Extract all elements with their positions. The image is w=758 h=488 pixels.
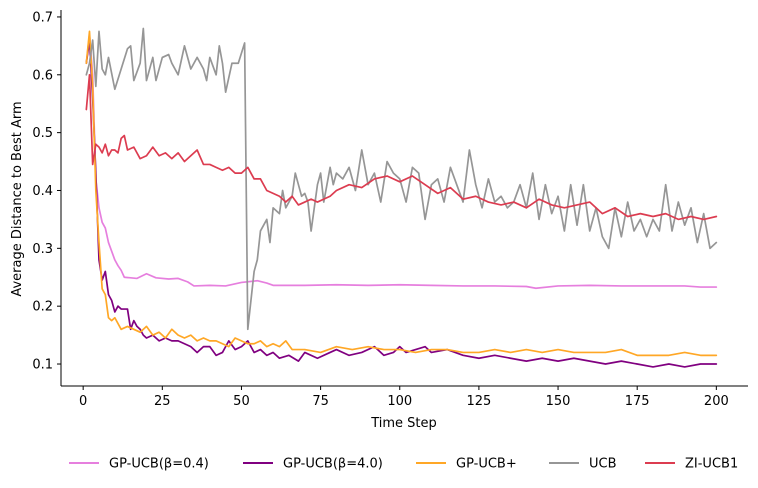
- legend-item-2: GP-UCB+: [416, 457, 517, 472]
- x-tick-label: 25: [154, 394, 171, 409]
- legend-item-1: GP-UCB(β=4.0): [243, 457, 383, 472]
- ticks: 0 25 50 75 100 125 150 175 200 0.1 0.2 0.3 0.4 0.5 0.6…: [32, 10, 728, 409]
- legend-label: GP-UCB(β=0.4): [109, 457, 209, 472]
- x-tick-label: 50: [233, 394, 250, 409]
- legend-label: ZI-UCB1: [685, 457, 738, 472]
- series-line-4: [85, 73, 718, 221]
- legend-item-4: ZI-UCB1: [645, 457, 738, 472]
- series-line-3: [85, 27, 718, 331]
- x-tick-label: 150: [546, 394, 571, 409]
- legend: GP-UCB(β=0.4) GP-UCB(β=4.0) GP-UCB+ UCB ZI-U…: [69, 457, 738, 472]
- y-tick-label: 0.5: [32, 126, 53, 141]
- legend-label: GP-UCB(β=4.0): [283, 457, 383, 472]
- x-tick-label: 0: [79, 394, 87, 409]
- series-line-0: [85, 33, 718, 290]
- axes: [60, 10, 748, 387]
- legend-item-0: GP-UCB(β=0.4): [69, 457, 209, 472]
- y-tick-label: 0.1: [32, 358, 53, 373]
- series-line-1: [85, 39, 718, 368]
- x-axis-label: Time Step: [370, 416, 437, 431]
- y-tick-label: 0.4: [32, 184, 53, 199]
- y-tick-label: 0.7: [32, 10, 53, 25]
- x-tick-label: 200: [704, 394, 729, 409]
- y-tick-label: 0.6: [32, 68, 53, 83]
- y-axis-label: Average Distance to Best Arm: [10, 101, 25, 296]
- x-tick-label: 75: [312, 394, 329, 409]
- y-tick-label: 0.2: [32, 300, 53, 315]
- x-tick-label: 100: [387, 394, 412, 409]
- legend-label: UCB: [589, 457, 617, 472]
- x-tick-label: 175: [625, 394, 650, 409]
- x-tick-label: 125: [466, 394, 491, 409]
- legend-item-3: UCB: [549, 457, 617, 472]
- y-tick-label: 0.3: [32, 242, 53, 257]
- legend-label: GP-UCB+: [456, 457, 517, 472]
- plot-lines: [85, 27, 718, 368]
- series-line-2: [85, 30, 718, 357]
